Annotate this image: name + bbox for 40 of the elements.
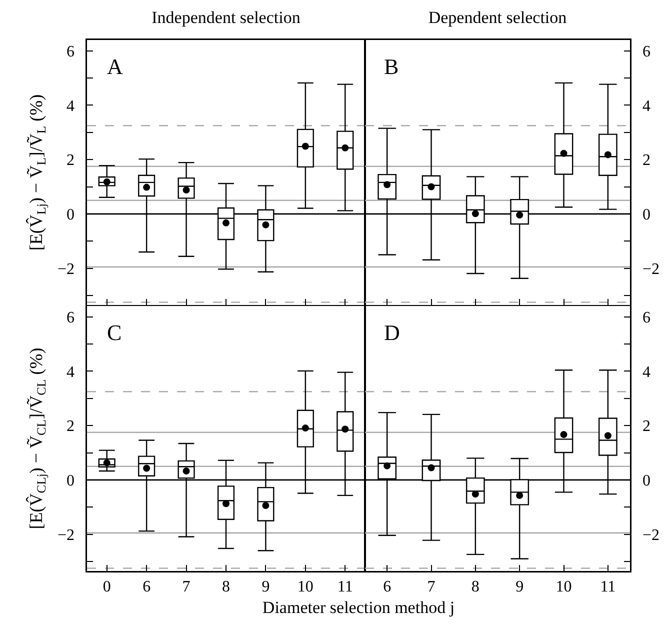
y-tick-label: 6 — [642, 43, 650, 60]
chart-title: Independent selection — [152, 8, 301, 27]
x-tick-label: 0 — [102, 578, 111, 596]
y-tick-label: 2 — [66, 152, 74, 170]
x-tick-label: 8 — [222, 578, 230, 596]
x-tick-label: 8 — [471, 578, 480, 596]
y-tick-label: 0 — [642, 472, 650, 490]
x-tick-label: 6 — [383, 578, 392, 596]
x-tick-label: 7 — [182, 578, 190, 596]
x-axis-title: Diameter selection method j — [261, 598, 456, 618]
y-tick-label: 2 — [642, 418, 650, 436]
annotation: A — [107, 54, 123, 79]
x-tick-label: 10 — [297, 578, 314, 596]
y-tick-label: 4 — [642, 364, 650, 381]
x-tick-label: 9 — [262, 578, 270, 596]
annotation: C — [107, 320, 122, 345]
y-tick-label: 2 — [642, 152, 650, 170]
y-tick-label: 4 — [66, 364, 74, 381]
y-tick-label: 6 — [642, 309, 650, 326]
chart-title: Dependent selection — [428, 8, 568, 27]
y-tick-label: 6 — [66, 43, 74, 60]
x-tick-label: 9 — [516, 578, 524, 596]
y-tick-label: −2 — [57, 260, 74, 278]
y-tick-label: −2 — [642, 526, 660, 544]
x-tick-label: 7 — [427, 578, 436, 596]
x-tick-label: 6 — [142, 578, 151, 596]
y-tick-label: 0 — [642, 206, 650, 224]
y-tick-label: 4 — [66, 98, 74, 115]
x-tick-label: 11 — [600, 578, 616, 596]
y-tick-label: −2 — [57, 526, 74, 544]
y-tick-label: 6 — [66, 309, 74, 326]
x-tick-label: 10 — [556, 578, 572, 596]
annotation: D — [384, 320, 400, 345]
y-tick-label: −2 — [642, 260, 660, 278]
x-tick-label: 11 — [337, 578, 353, 596]
y-tick-label: 0 — [66, 206, 74, 224]
y-tick-label: 2 — [66, 418, 74, 436]
y-tick-label: 0 — [66, 472, 74, 490]
annotation: B — [384, 54, 399, 79]
y-tick-label: 4 — [642, 98, 650, 115]
